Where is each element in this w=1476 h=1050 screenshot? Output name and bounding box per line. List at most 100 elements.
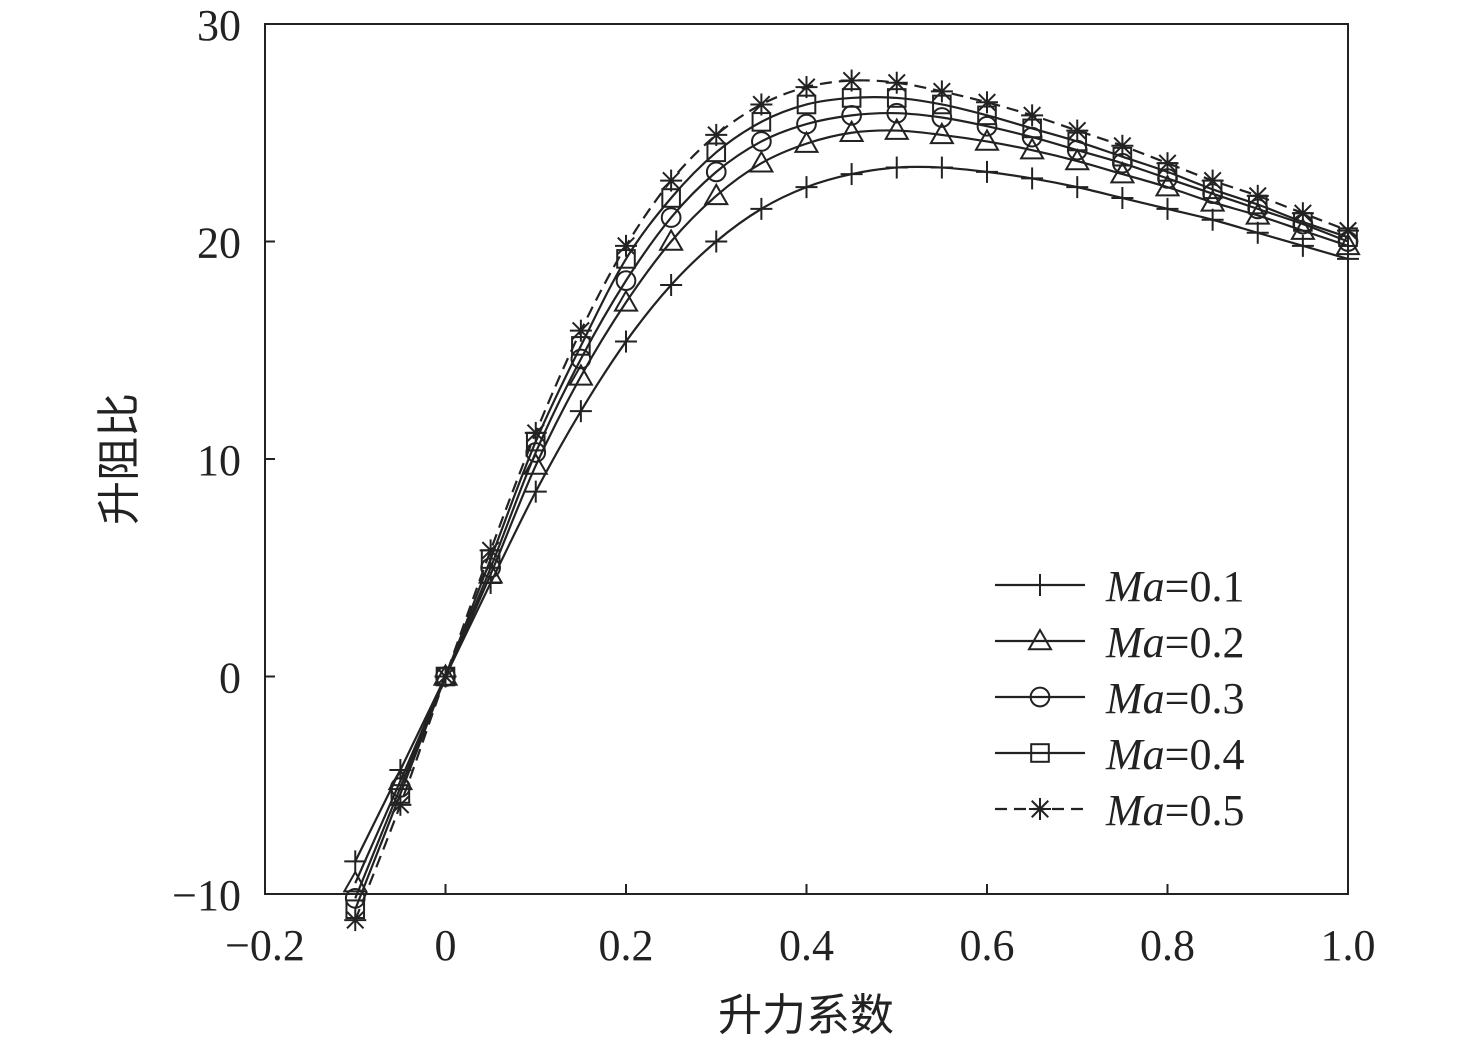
legend-label-value: =0.5 [1165, 786, 1245, 835]
y-axis-title: 升阻比 [94, 393, 145, 525]
legend-item: Ma=0.2 [995, 618, 1244, 667]
data-point [524, 480, 547, 503]
data-point [1021, 104, 1044, 127]
data-point [1290, 217, 1316, 240]
y-axis-ticks: −10 0 10 20 30 [172, 1, 275, 920]
data-point [976, 160, 998, 183]
series-layer [342, 69, 1361, 932]
data-point [974, 128, 1000, 151]
y-tick-label: −10 [172, 871, 241, 920]
data-point [793, 130, 820, 153]
legend-label-value: =0.2 [1165, 618, 1245, 667]
x-tick-label: −0.2 [225, 921, 305, 970]
data-point [1201, 169, 1224, 192]
legend-label-italic: Ma [1105, 730, 1165, 779]
legend-item: Ma=0.1 [995, 562, 1244, 611]
data-point [705, 161, 727, 183]
data-point [569, 400, 592, 423]
data-point [705, 230, 728, 253]
data-point [524, 421, 547, 444]
data-point [615, 270, 637, 291]
data-point [1246, 184, 1269, 207]
series-line [354, 111, 1349, 899]
data-point [479, 539, 502, 562]
legend-label: Ma=0.1 [1105, 562, 1244, 611]
legend-label: Ma=0.4 [1105, 730, 1244, 779]
data-point [570, 348, 592, 370]
legend-marker [1029, 574, 1051, 596]
data-point [344, 909, 367, 932]
data-point [751, 131, 772, 152]
legend-item: Ma=0.4 [995, 730, 1244, 779]
data-point [434, 665, 457, 688]
legend-marker [1029, 798, 1051, 820]
data-point [1201, 208, 1224, 231]
data-point [840, 163, 863, 186]
data-point [658, 228, 684, 251]
legend-marker [1030, 743, 1050, 763]
data-point [929, 121, 955, 145]
data-point [886, 102, 908, 124]
data-point [884, 117, 910, 140]
data-point [838, 119, 865, 142]
data-point [568, 363, 594, 386]
legend-item: Ma=0.5 [995, 786, 1244, 835]
data-point [342, 870, 368, 893]
data-point [1066, 119, 1089, 142]
data-point [1111, 134, 1134, 157]
data-point [615, 330, 637, 353]
data-point [795, 176, 818, 199]
data-point [796, 113, 817, 135]
legend-label-italic: Ma [1105, 618, 1165, 667]
y-tick-label: 20 [197, 219, 241, 268]
x-tick-label: 0 [435, 921, 457, 970]
data-point [1335, 232, 1361, 256]
data-point [1156, 152, 1179, 175]
x-tick-label: 0.4 [779, 921, 834, 970]
data-point [389, 793, 412, 816]
legend-label-value: =0.3 [1165, 674, 1245, 723]
x-tick-label: 1.0 [1321, 921, 1376, 970]
data-point [615, 234, 637, 257]
data-point [613, 289, 639, 312]
data-point [748, 150, 775, 173]
data-point [1064, 148, 1090, 171]
data-point [660, 274, 683, 296]
legend-label-italic: Ma [1105, 674, 1165, 723]
x-axis-title: 升力系数 [718, 990, 894, 1041]
x-axis-ticks: −0.2 0 0.2 0.4 0.6 0.8 1.0 [225, 884, 1376, 970]
x-tick-label: 0.8 [1140, 921, 1195, 970]
data-point [660, 207, 682, 228]
legend-label: Ma=0.5 [1105, 786, 1244, 835]
legend: Ma=0.1Ma=0.2Ma=0.3Ma=0.4Ma=0.5 [995, 562, 1244, 835]
x-tick-label: 0.6 [960, 921, 1015, 970]
legend-item: Ma=0.3 [995, 674, 1244, 723]
x-tick-label: 0.2 [599, 921, 654, 970]
data-point [976, 91, 998, 114]
data-point [931, 107, 953, 128]
data-point [885, 156, 908, 179]
data-point [1156, 197, 1179, 220]
data-point [703, 182, 729, 206]
legend-label: Ma=0.3 [1105, 674, 1244, 723]
data-point [1066, 176, 1089, 199]
data-point [705, 123, 728, 146]
data-point [1109, 161, 1136, 184]
data-point [1111, 187, 1134, 209]
y-tick-label: 30 [197, 1, 241, 50]
data-point [1246, 221, 1269, 244]
legend-marker [1029, 686, 1051, 708]
legend-label-italic: Ma [1105, 562, 1165, 611]
data-point [344, 850, 367, 873]
data-point [1019, 137, 1045, 160]
series-asterisk [344, 69, 1359, 932]
data-point [976, 115, 998, 137]
data-point [1337, 219, 1359, 242]
legend-label: Ma=0.2 [1105, 618, 1244, 667]
data-point [750, 93, 773, 116]
data-point [885, 71, 908, 94]
y-tick-label: 10 [197, 436, 241, 485]
legend-label-value: =0.1 [1165, 562, 1245, 611]
legend-marker [1027, 627, 1053, 651]
